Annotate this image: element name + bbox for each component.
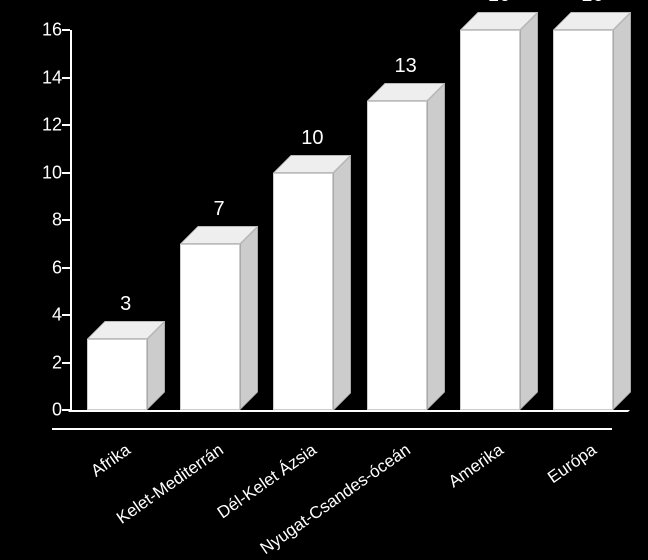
bar-side <box>613 12 631 410</box>
y-tick <box>62 172 70 174</box>
bar <box>87 339 147 410</box>
x-tick-label: Európa <box>425 440 600 560</box>
bar-side <box>333 155 351 411</box>
x-tick-label: Afrika <box>0 440 134 560</box>
y-tick <box>62 362 70 364</box>
x-tick-label: Kelet-Mediterrán <box>52 440 227 560</box>
y-tick-label: 6 <box>12 257 62 278</box>
y-tick-label: 0 <box>12 400 62 421</box>
bar-face <box>180 244 240 410</box>
plot-area <box>70 30 630 410</box>
y-tick-label: 4 <box>12 305 62 326</box>
bar-value-label: 3 <box>120 293 131 316</box>
y-tick <box>62 124 70 126</box>
bar-value-label: 7 <box>213 198 224 221</box>
x-tick-label: Dél-Kelet Ázsia <box>145 440 320 560</box>
bar-value-label: 16 <box>488 0 510 7</box>
bar <box>553 30 613 410</box>
y-tick <box>62 409 70 411</box>
bar <box>180 244 240 410</box>
floor-back <box>50 410 630 430</box>
bar-side <box>240 226 258 410</box>
y-tick-label: 14 <box>12 67 62 88</box>
bar-side <box>427 83 445 410</box>
y-tick-label: 10 <box>12 162 62 183</box>
bar-side <box>520 12 538 410</box>
bar-face <box>553 30 613 410</box>
bar <box>367 101 427 410</box>
y-tick-label: 2 <box>12 352 62 373</box>
y-tick <box>62 314 70 316</box>
y-tick <box>62 29 70 31</box>
y-tick-label: 8 <box>12 210 62 231</box>
y-tick <box>62 219 70 221</box>
y-tick-label: 16 <box>12 20 62 41</box>
bar-face <box>367 101 427 410</box>
y-tick <box>62 77 70 79</box>
bar-value-label: 16 <box>581 0 603 7</box>
x-tick-label: Amerika <box>332 440 507 560</box>
y-tick-label: 12 <box>12 115 62 136</box>
floor-front <box>52 428 612 430</box>
bar-face <box>87 339 147 410</box>
bar <box>273 173 333 411</box>
y-tick <box>62 267 70 269</box>
x-tick-label: Nyugat-Csandes-óceán <box>239 440 414 560</box>
bar-value-label: 10 <box>301 127 323 150</box>
bar-face <box>273 173 333 411</box>
bar-value-label: 13 <box>395 55 417 78</box>
bar-chart: 0 2 4 6 8 10 12 14 16 AfrikaKelet-MediterránDél-… <box>0 0 648 560</box>
bar-face <box>460 30 520 410</box>
chart-floor <box>70 410 630 428</box>
bar <box>460 30 520 410</box>
